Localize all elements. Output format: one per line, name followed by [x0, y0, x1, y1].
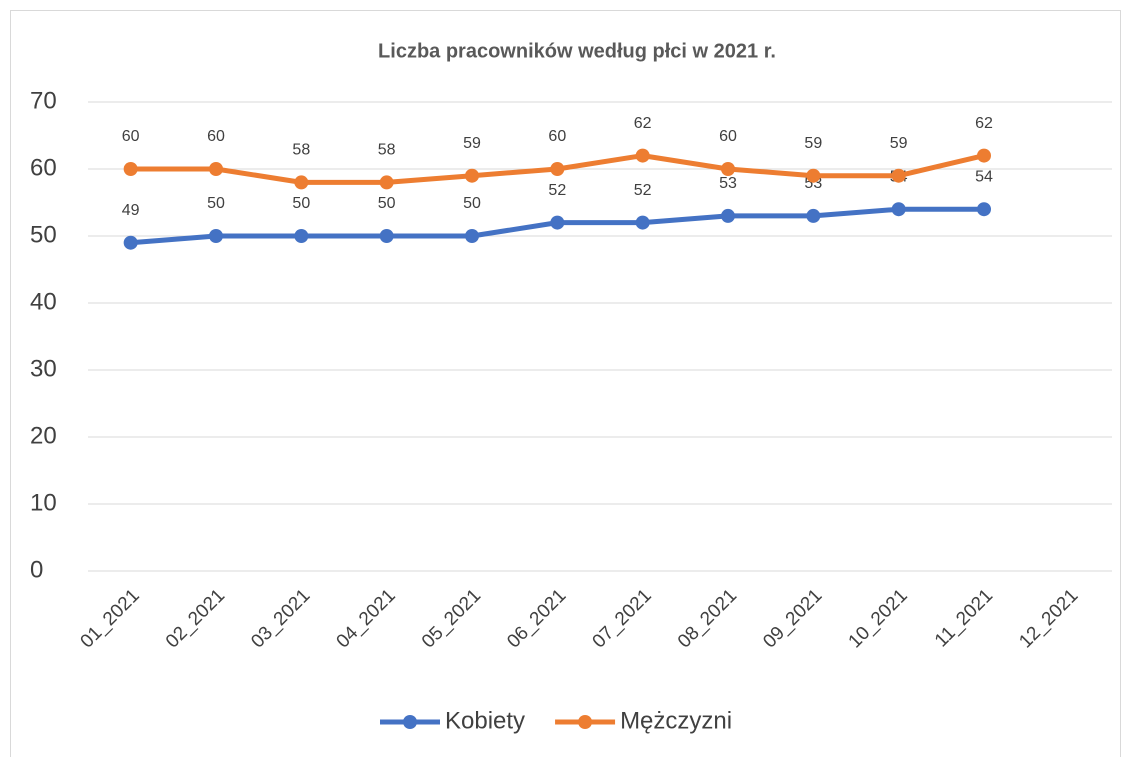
point-marker	[550, 215, 565, 230]
y-tick-label: 30	[30, 355, 57, 382]
data-label: 62	[975, 115, 993, 132]
chart-frame	[10, 10, 1121, 757]
data-label: 60	[548, 128, 566, 145]
point-marker	[891, 202, 906, 217]
point-marker	[209, 229, 223, 243]
point-marker	[465, 168, 479, 183]
data-label: 59	[804, 135, 822, 152]
point-marker	[123, 162, 138, 176]
point-marker	[635, 148, 650, 163]
data-label: 60	[719, 128, 737, 145]
point-marker	[379, 229, 394, 243]
point-marker	[209, 162, 223, 176]
data-label: 50	[292, 195, 310, 212]
data-label: 60	[122, 128, 140, 145]
point-marker	[891, 168, 906, 183]
point-marker	[465, 229, 479, 243]
data-label: 60	[207, 128, 225, 145]
data-label: 53	[719, 175, 737, 192]
point-marker	[977, 148, 991, 163]
legend-label: Kobiety	[445, 707, 525, 734]
data-label: 50	[378, 195, 396, 212]
point-marker	[721, 208, 735, 223]
data-label: 50	[207, 195, 225, 212]
data-label: 58	[378, 142, 396, 159]
data-label: 52	[548, 182, 566, 199]
data-label: 54	[975, 168, 993, 185]
data-label: 59	[890, 135, 908, 152]
point-marker	[635, 215, 650, 230]
point-marker	[550, 162, 565, 176]
y-tick-label: 70	[30, 87, 57, 114]
y-tick-label: 10	[30, 489, 57, 516]
y-tick-label: 50	[30, 221, 57, 248]
legend-label: Mężczyzni	[620, 707, 732, 734]
point-marker	[977, 202, 991, 217]
data-label: 59	[463, 135, 481, 152]
data-label: 49	[122, 202, 140, 219]
point-marker	[294, 229, 309, 243]
legend-marker	[403, 715, 417, 729]
y-tick-label: 40	[30, 288, 57, 315]
point-marker	[123, 235, 138, 250]
point-marker	[294, 175, 309, 190]
data-label: 62	[634, 115, 652, 132]
chart-title: Liczba pracowników według płci w 2021 r.	[378, 40, 776, 62]
point-marker	[721, 162, 735, 176]
y-tick-label: 0	[30, 556, 43, 583]
data-label: 52	[634, 182, 652, 199]
legend-marker	[578, 715, 593, 729]
point-marker	[379, 175, 394, 190]
point-marker	[806, 208, 821, 223]
data-label: 50	[463, 195, 481, 212]
data-label: 58	[292, 142, 310, 159]
y-tick-label: 60	[30, 154, 57, 181]
y-tick-label: 20	[30, 422, 57, 449]
point-marker	[806, 168, 821, 183]
